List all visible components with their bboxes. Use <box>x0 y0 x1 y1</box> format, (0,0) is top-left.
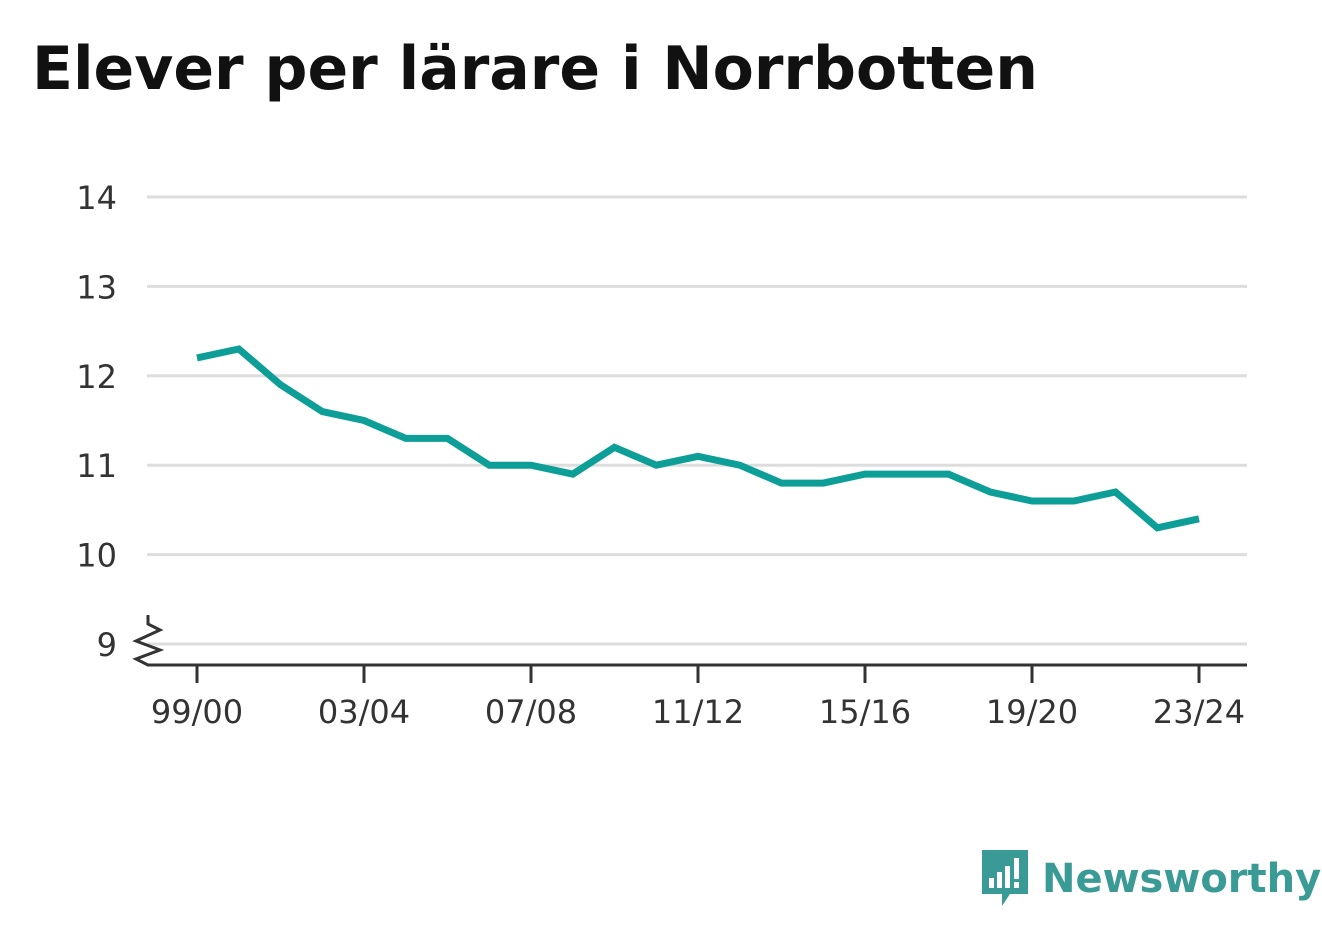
x-tick-label-07/08: 07/08 <box>485 693 577 731</box>
y-tick-label-14: 14 <box>76 179 117 217</box>
y-tick-label-12: 12 <box>76 358 117 396</box>
y-axis-break-mark <box>132 615 165 667</box>
x-tick-label-23/24: 23/24 <box>1153 693 1245 731</box>
x-tick-label-11/12: 11/12 <box>652 693 744 731</box>
y-tick-label-13: 13 <box>76 268 117 306</box>
series-line-0 <box>196 345 1200 532</box>
y-tick-label-11: 11 <box>76 447 117 485</box>
x-tick-label-15/16: 15/16 <box>819 693 911 731</box>
series-layer <box>196 345 1200 532</box>
x-tick-label-19/20: 19/20 <box>986 693 1078 731</box>
brand-logo: Newsworthy <box>980 848 1321 910</box>
newsworthy-logo-icon <box>982 850 1028 906</box>
grid-lines <box>147 195 1247 646</box>
x-tick-label-03/04: 03/04 <box>318 693 410 731</box>
chart-title: Elever per lärare i Norrbotten <box>32 34 1038 104</box>
x-tick-label-99/00: 99/00 <box>151 693 243 731</box>
line-chart: 9 10 11 12 13 14 99/00 03/04 07/08 11/12 15/16 19/… <box>76 179 1247 731</box>
y-axis-ticks: 9 10 11 12 13 14 <box>76 179 117 664</box>
x-axis <box>132 615 1247 667</box>
y-tick-label-9: 9 <box>97 626 117 664</box>
y-tick-label-10: 10 <box>76 537 117 575</box>
brand-name: Newsworthy <box>1042 856 1322 902</box>
x-axis-ticks: 99/00 03/04 07/08 11/12 15/16 19/20 23/24 <box>151 665 1245 731</box>
